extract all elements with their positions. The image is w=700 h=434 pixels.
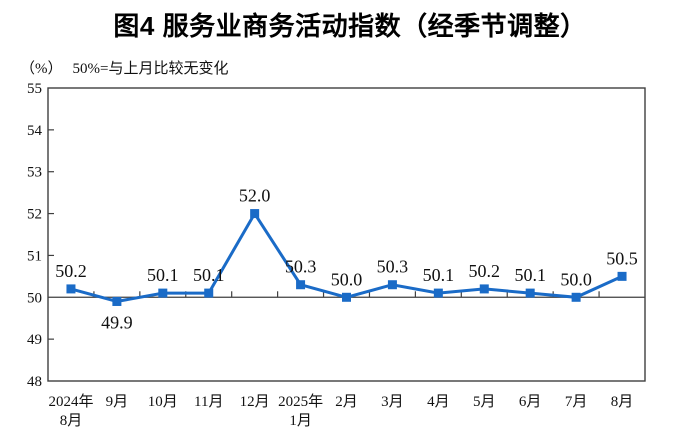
data-point-marker bbox=[571, 292, 581, 302]
chart-subtitle: （%） 50%=与上月比较无变化 bbox=[20, 57, 228, 78]
x-tick-label: 10月 bbox=[148, 394, 178, 410]
data-point-marker bbox=[342, 292, 351, 302]
data-label: 50.1 bbox=[423, 265, 455, 285]
y-tick-label: 48 bbox=[27, 374, 42, 390]
y-tick-label: 53 bbox=[27, 165, 42, 181]
data-label: 52.0 bbox=[239, 186, 271, 206]
data-point-marker bbox=[66, 284, 76, 294]
plot-border bbox=[47, 87, 646, 382]
data-label: 50.0 bbox=[331, 269, 363, 289]
data-point-marker bbox=[250, 209, 260, 219]
x-tick-label: 2月 bbox=[335, 394, 358, 410]
y-tick-label: 50 bbox=[27, 290, 42, 306]
data-label: 50.3 bbox=[377, 257, 409, 277]
x-tick-label: 2025年 bbox=[278, 393, 323, 410]
x-tick-label: 8月 bbox=[611, 394, 634, 410]
data-point-marker bbox=[479, 284, 489, 294]
data-label: 50.5 bbox=[606, 248, 638, 268]
y-tick-label: 55 bbox=[27, 81, 42, 97]
data-point-marker bbox=[112, 296, 122, 306]
x-tick-label: 12月 bbox=[240, 394, 270, 410]
data-point-marker bbox=[296, 280, 306, 290]
data-point-marker bbox=[525, 288, 535, 298]
y-tick-label: 49 bbox=[27, 332, 42, 348]
data-label: 50.3 bbox=[285, 257, 317, 277]
data-label: 50.1 bbox=[147, 265, 179, 285]
x-tick-label: 9月 bbox=[106, 394, 129, 410]
x-tick-label: 8月 bbox=[60, 413, 83, 429]
x-tick-label: 11月 bbox=[194, 394, 223, 410]
data-point-marker bbox=[387, 280, 397, 290]
y-axis-unit-label: （%） bbox=[20, 61, 63, 77]
data-point-marker bbox=[433, 288, 443, 298]
data-label: 50.1 bbox=[193, 265, 225, 285]
x-tick-label: 1月 bbox=[289, 413, 312, 429]
x-tick-label: 7月 bbox=[565, 394, 588, 410]
x-tick-label: 6月 bbox=[519, 394, 542, 410]
data-label: 50.2 bbox=[469, 261, 501, 281]
y-tick-label: 54 bbox=[27, 123, 43, 139]
x-tick-label: 2024年 bbox=[48, 393, 93, 410]
data-label: 49.9 bbox=[101, 312, 133, 332]
y-tick-label: 52 bbox=[27, 207, 42, 223]
x-tick-label: 4月 bbox=[427, 394, 450, 410]
data-point-marker bbox=[617, 271, 627, 281]
x-tick-label: 5月 bbox=[473, 394, 496, 410]
axis-note: 50%=与上月比较无变化 bbox=[72, 61, 229, 77]
x-tick-label: 3月 bbox=[381, 394, 404, 410]
chart-title: 图4 服务业商务活动指数（经季节调整） bbox=[113, 11, 587, 41]
data-label: 50.1 bbox=[514, 265, 546, 285]
data-point-marker bbox=[204, 288, 214, 298]
y-tick-label: 51 bbox=[27, 248, 42, 264]
data-point-marker bbox=[158, 288, 168, 298]
data-label: 50.2 bbox=[55, 261, 87, 281]
data-label: 50.0 bbox=[560, 269, 592, 289]
